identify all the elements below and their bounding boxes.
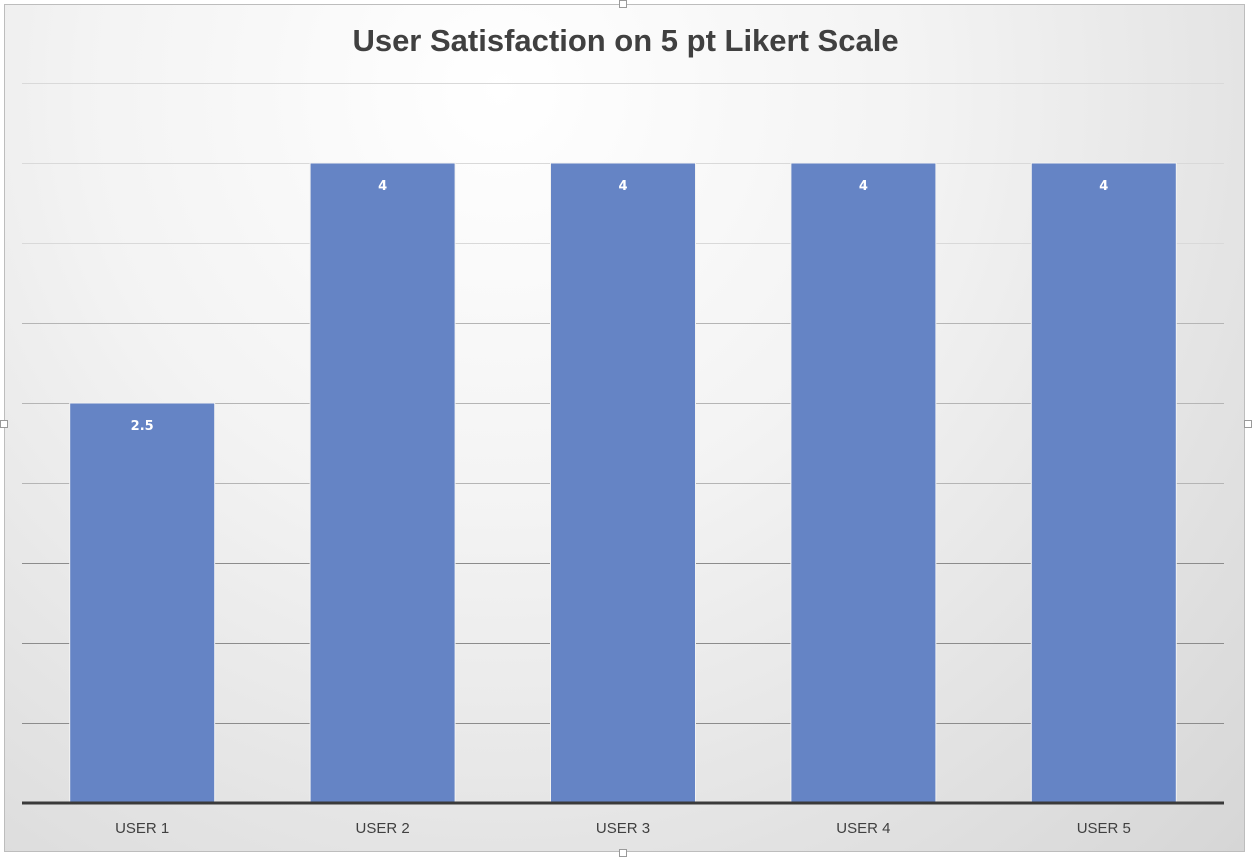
data-label-3: 4 xyxy=(618,179,627,194)
bar-1 xyxy=(69,402,216,804)
resize-handle-left[interactable] xyxy=(0,420,8,428)
category-label-4: USER 4 xyxy=(836,820,890,837)
category-label-1: USER 1 xyxy=(115,820,169,837)
category-label-5: USER 5 xyxy=(1077,820,1131,837)
resize-handle-top[interactable] xyxy=(619,0,627,8)
bar-5 xyxy=(1030,162,1177,804)
data-label-2: 4 xyxy=(378,179,387,194)
category-label-2: USER 2 xyxy=(356,820,410,837)
chart-title: User Satisfaction on 5 pt Likert Scale xyxy=(352,23,899,58)
data-label-4: 4 xyxy=(859,179,868,194)
resize-handle-right[interactable] xyxy=(1244,420,1252,428)
bar-2 xyxy=(309,162,456,804)
bar-3 xyxy=(550,162,696,804)
data-label-5: 4 xyxy=(1099,179,1108,194)
resize-handle-bottom[interactable] xyxy=(619,849,627,857)
bar-4 xyxy=(790,162,937,804)
category-label-3: USER 3 xyxy=(596,820,650,837)
data-label-1: 2.5 xyxy=(131,419,154,434)
